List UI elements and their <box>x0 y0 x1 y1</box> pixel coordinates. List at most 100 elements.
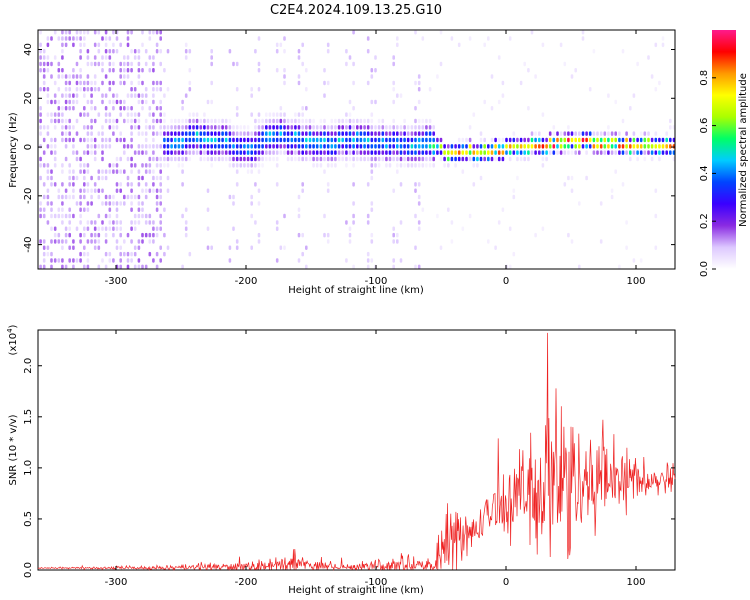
spectrogram-cell <box>152 99 155 105</box>
spectrogram-cell <box>508 156 512 162</box>
spectrogram-cell <box>417 163 421 168</box>
spectrogram-cell <box>283 74 286 79</box>
spectrogram-cell <box>83 30 86 35</box>
spectrogram-cell <box>508 150 512 155</box>
spectrogram-cell <box>235 87 239 92</box>
spectrogram-cell <box>228 163 232 168</box>
spectrogram-cell <box>192 137 195 143</box>
spectrogram-cell <box>163 232 166 238</box>
spectrogram-cell <box>301 144 304 149</box>
spectrogram-cell <box>275 68 279 73</box>
spectrogram-cell <box>210 99 213 105</box>
spectrogram-cell <box>90 220 93 225</box>
spectrogram-cell <box>97 264 101 270</box>
spectrogram-cell <box>534 150 537 155</box>
snr-x-tick-label: -100 <box>365 577 388 588</box>
spectrogram-cell <box>203 144 206 149</box>
spectrogram-cell <box>658 156 661 162</box>
spectrogram-cell <box>436 137 439 143</box>
spectrogram-cell <box>396 131 399 136</box>
spectrogram-cell <box>541 144 545 149</box>
spectrogram-cell <box>334 131 337 136</box>
spectrogram-cell <box>64 137 68 143</box>
spectrogram-cell <box>530 30 534 35</box>
spectrogram-cell <box>297 207 301 212</box>
spectrogram-cell <box>115 226 119 231</box>
spectrogram-cell <box>166 175 170 181</box>
spectrogram-cell <box>203 125 206 130</box>
spectrogram-cell <box>618 137 621 143</box>
spectrogram-cell <box>64 93 68 98</box>
spectrogram-cell <box>610 131 614 136</box>
spectrogram-cell <box>133 220 137 225</box>
spectrogram-cell <box>283 213 286 219</box>
spectrogram-cell <box>112 99 115 105</box>
spectrogram-cell <box>61 182 64 187</box>
spectrogram-cell <box>141 106 144 111</box>
spectrogram-cell <box>345 163 348 168</box>
spectrogram-cell <box>108 137 112 143</box>
spectrogram-cell <box>133 150 137 155</box>
spectrogram-cell <box>235 125 239 130</box>
spectrogram-cell <box>275 125 279 130</box>
spectrogram-cell <box>363 137 366 143</box>
colorbar-label: Normalized spectral amplitude <box>738 73 749 227</box>
spectrogram-cell <box>268 131 272 136</box>
spectrogram-cell <box>72 264 75 270</box>
spectrogram-cell <box>388 131 392 136</box>
spectrogram-cell <box>421 118 425 124</box>
spectrogram-cell <box>50 175 53 181</box>
spectrogram-cell <box>166 150 170 155</box>
spectrogram-cell <box>396 163 399 168</box>
spectrogram-cell <box>275 258 279 263</box>
spectrogram-cell <box>403 125 406 130</box>
spectrogram-cell <box>538 131 541 136</box>
spectrogram-cell <box>64 213 68 219</box>
spectrogram-cell <box>42 251 46 257</box>
spectrogram-cell <box>155 264 159 270</box>
spectrogram-cell <box>112 80 115 86</box>
spectrogram-cell <box>479 144 483 149</box>
spectrogram-cell <box>210 137 213 143</box>
spectrogram-cell <box>90 131 93 136</box>
spectrogram-cell <box>308 156 312 162</box>
spectrogram-cell <box>461 156 465 162</box>
spectrogram-cell <box>141 207 144 212</box>
spectrogram-cell <box>250 112 253 117</box>
spectrogram-cell <box>428 137 432 143</box>
spectrogram-cell <box>527 106 530 111</box>
spectrogram-cell <box>345 125 348 130</box>
spectrogram-cell <box>46 99 50 105</box>
spectrogram-cell <box>283 49 286 54</box>
spectrogram-cell <box>501 137 505 143</box>
spectrogram-cell <box>570 144 574 149</box>
spectrogram-cell <box>68 194 71 200</box>
spectrogram-cell <box>392 226 395 231</box>
spectrogram-cell <box>119 61 122 67</box>
spectrogram-cell <box>159 112 162 117</box>
spectrogram-cell <box>607 125 610 130</box>
spectrogram-cell <box>334 118 337 124</box>
spectrogram-cell <box>79 213 82 219</box>
spectrogram-cell <box>61 49 64 54</box>
spectrogram-cell <box>366 144 370 149</box>
spectrogram-cell <box>399 137 403 143</box>
spectrogram-cell <box>130 30 133 35</box>
spectrogram-cell <box>199 144 203 149</box>
spectrogram-cell <box>75 87 79 92</box>
spectrogram-cell <box>352 264 355 270</box>
spectrogram-cell <box>279 150 283 155</box>
spectrogram-cell <box>625 150 628 155</box>
spectrogram-cell <box>123 74 126 79</box>
spectrogram-cell <box>188 131 192 136</box>
spectrogram-cell <box>217 125 221 130</box>
spectrogram-cell <box>305 150 308 155</box>
spectrogram-cell <box>330 156 334 162</box>
spectrogram-cell <box>155 226 159 231</box>
spectrogram-cell <box>46 245 50 250</box>
spectrogram-cell <box>417 182 421 187</box>
spectrogram-cell <box>126 55 130 60</box>
spectrogram-cell <box>75 118 79 124</box>
spectrogram-cell <box>345 150 348 155</box>
spectrogram-cell <box>629 150 632 155</box>
